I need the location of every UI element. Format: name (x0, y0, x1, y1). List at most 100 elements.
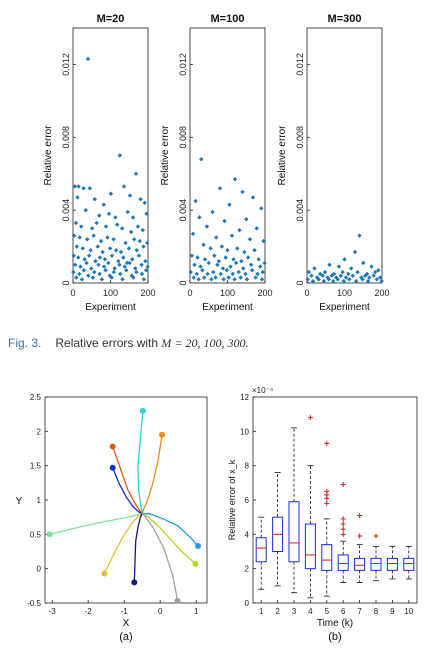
data-point (361, 260, 366, 266)
data-point (102, 257, 108, 262)
data-point (78, 264, 83, 269)
data-point (255, 271, 260, 277)
box-iqr (304, 523, 316, 570)
x-tick-label: -3 (49, 607, 57, 616)
data-point (98, 238, 104, 244)
data-point (73, 262, 78, 267)
y-tick-label: 4 (245, 530, 250, 539)
y-tick-label: 1.5 (30, 462, 42, 471)
trajectory-start-point (159, 431, 165, 438)
data-point (377, 275, 383, 280)
data-point (257, 264, 263, 269)
x-tick-label: 200 (140, 288, 155, 298)
x-axis-label: Time (k) (317, 618, 353, 629)
data-point (113, 215, 118, 220)
data-point (248, 262, 254, 267)
data-point (76, 184, 81, 189)
data-point (72, 184, 78, 189)
data-point (133, 171, 139, 176)
data-point (239, 258, 244, 264)
outlier-marker (340, 531, 346, 537)
data-point (360, 277, 365, 282)
data-point (208, 246, 213, 251)
y-tick-label: 1 (37, 496, 42, 505)
trajectory-axes-frame (44, 396, 208, 604)
data-point (326, 277, 331, 282)
outlier-marker (324, 440, 330, 446)
data-point (341, 278, 346, 284)
data-point (231, 257, 236, 262)
data-point (130, 215, 136, 220)
data-point (120, 277, 125, 282)
data-point (122, 264, 127, 269)
data-point (209, 277, 214, 282)
data-point (188, 269, 193, 275)
data-point (232, 176, 238, 182)
data-point (254, 226, 259, 231)
data-point (90, 275, 96, 280)
data-point (117, 262, 122, 267)
box-iqr (321, 544, 333, 571)
data-point (230, 271, 235, 277)
data-point (77, 271, 82, 277)
data-point (200, 268, 205, 273)
data-point (250, 268, 255, 273)
data-point (201, 242, 206, 247)
data-point (232, 277, 237, 282)
y-tick-label: 12 (240, 393, 249, 402)
data-point (367, 275, 372, 280)
data-point (92, 269, 97, 275)
data-point (235, 246, 240, 251)
box-iqr (337, 554, 349, 571)
data-point (145, 264, 150, 269)
data-point (195, 255, 200, 260)
box-iqr (386, 557, 398, 571)
data-point (243, 271, 248, 277)
data-point (227, 202, 232, 207)
x-axis-label: X (123, 618, 130, 629)
y-tick-label: 0 (178, 280, 188, 285)
data-point (193, 198, 198, 204)
x-tick-label: 0 (70, 288, 75, 298)
data-point (124, 268, 129, 273)
x-tick-label: 200 (257, 288, 272, 298)
data-point (228, 264, 233, 269)
data-point (71, 269, 76, 275)
trajectory-line (141, 513, 196, 565)
data-point (97, 213, 102, 218)
data-point (128, 229, 134, 235)
x-tick-label: 0 (158, 607, 163, 616)
data-point (338, 273, 343, 278)
data-point (226, 275, 231, 280)
trajectory-start-point (131, 579, 138, 586)
data-point (306, 269, 312, 275)
data-point (127, 260, 132, 266)
data-point (259, 206, 264, 211)
data-point (121, 184, 127, 189)
data-point (240, 189, 245, 195)
trajectory-line (49, 513, 143, 535)
box-iqr (370, 557, 382, 571)
y-tick-label: 0 (61, 280, 71, 285)
data-point (103, 224, 109, 229)
scatter-axes-frame (189, 27, 266, 284)
data-point (256, 257, 261, 262)
y-tick-label: 0.012 (295, 53, 305, 76)
data-point (142, 200, 147, 206)
data-point (343, 275, 349, 280)
x-tick-label: -1 (121, 607, 129, 616)
data-point (340, 269, 345, 275)
data-point (118, 271, 123, 277)
data-point (236, 269, 241, 275)
data-point (191, 275, 196, 280)
outlier-marker (324, 500, 330, 506)
data-point (247, 237, 253, 242)
figure-caption: Fig. 3. Relative errors with M = 20, 100,… (8, 336, 248, 351)
data-point (85, 56, 91, 62)
y-axis-label: Relative error (277, 125, 288, 186)
data-point (106, 260, 111, 266)
x-tick-label: 4 (308, 607, 313, 616)
data-point (75, 195, 80, 200)
data-point (141, 244, 146, 249)
